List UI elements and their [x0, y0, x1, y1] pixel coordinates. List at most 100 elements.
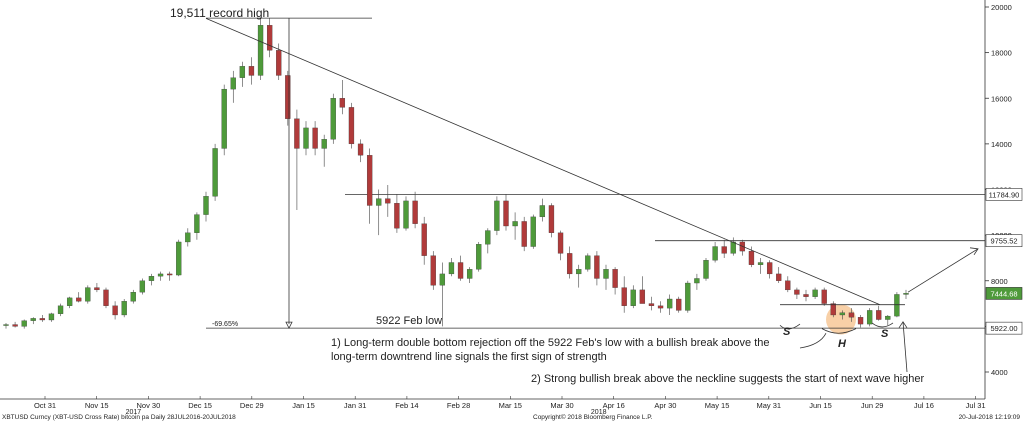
label-head: H: [838, 338, 847, 350]
annotation-note2: 2) Strong bullish break above the neckli…: [531, 373, 925, 385]
candle-body: [439, 273, 446, 286]
x-tick-label: Feb 28: [447, 401, 470, 410]
annotation-note1-line1: 1) Long-term double bottom rejection off…: [331, 337, 770, 349]
x-tick-label: Mar 15: [499, 401, 522, 410]
y-tick-label: 16000: [991, 94, 1012, 103]
candle-body: [148, 276, 155, 281]
candle-body: [657, 305, 664, 309]
footer-copyright: Copyright© 2018 Bloomberg Finance L.P.: [533, 413, 653, 421]
candle-body: [185, 232, 191, 243]
candle-body: [539, 205, 546, 218]
drop-measure-arrowhead: [285, 321, 293, 330]
candle-body: [66, 297, 73, 306]
candle-body: [157, 273, 164, 277]
annotation-drop-percent: -69.65%: [212, 321, 238, 328]
candle-body: [512, 221, 518, 227]
year-label: 2018: [591, 409, 607, 416]
downtrend-line: [205, 18, 881, 306]
x-tick-label: Nov 15: [85, 401, 109, 410]
candle-body: [803, 294, 809, 297]
price-tags: 11784.90 9755.52 7444.68 5922.00: [985, 188, 1023, 335]
candle-body: [603, 269, 609, 279]
price-tag-box: [985, 287, 1023, 300]
candle-body: [630, 289, 636, 306]
annotation-record-high: 19,511 record high: [170, 6, 269, 20]
candle-body: [348, 107, 355, 145]
candle-body: [94, 287, 100, 291]
candle-body: [894, 294, 900, 317]
candle-body: [248, 66, 255, 76]
candle-body: [203, 196, 209, 215]
x-tick-label: Apr 30: [654, 401, 676, 410]
price-tag-box: [985, 234, 1023, 248]
candle-body: [376, 198, 382, 206]
label-left-shoulder: S: [783, 326, 791, 338]
candle-body: [785, 280, 791, 291]
candle-body: [857, 317, 864, 325]
candle-body: [685, 282, 691, 311]
price-tag-label: 11784.90: [989, 190, 1020, 199]
candle-body: [503, 200, 509, 227]
candle-body: [194, 214, 200, 233]
candle-body: [776, 273, 782, 281]
candle-body: [903, 293, 909, 295]
x-axis: Oct 31 Nov 15 Nov 30 Dec 15 Dec 29 Jan 15 Jan …: [0, 396, 986, 416]
candle-body: [576, 269, 582, 275]
y-tick-label: 20000: [991, 3, 1012, 12]
candle-body: [357, 143, 364, 156]
price-tag-box: [985, 321, 1023, 335]
candle-body: [112, 305, 118, 316]
candle-body: [430, 255, 436, 286]
y-tick-label: 4000: [991, 368, 1008, 377]
footer-timestamp: 20-Jul-2018 12:19:09: [959, 414, 1021, 421]
candle-body: [39, 318, 46, 321]
candle-body: [676, 298, 682, 311]
candle-body: [321, 139, 327, 149]
x-tick-label: Dec 29: [240, 401, 264, 410]
candle-body: [394, 203, 400, 229]
candle-body: [257, 25, 264, 76]
candle-body: [366, 155, 373, 206]
annotation-note1-line2: long-term downtrend line signals the fir…: [331, 351, 607, 363]
candle-body: [166, 273, 173, 276]
left-shoulder-arc: [779, 323, 801, 330]
candle-body: [848, 312, 855, 318]
candle-body: [294, 118, 300, 149]
candle-body: [312, 127, 318, 149]
candle-body: [476, 244, 482, 270]
candle-body: [85, 287, 91, 302]
trend-lines: [205, 18, 979, 373]
candle-body: [548, 205, 555, 233]
candle-body: [757, 262, 764, 265]
candle-body: [712, 246, 718, 261]
candle-body: [412, 200, 418, 224]
candle-body: [239, 66, 246, 78]
candle-body: [666, 298, 673, 309]
x-tick-label: Jul 16: [914, 401, 934, 410]
candle-body: [721, 246, 727, 254]
candle-body: [621, 287, 627, 306]
candle-body: [466, 269, 473, 279]
right-shoulder-arc: [871, 322, 894, 328]
candles-group: [3, 18, 909, 329]
projection-arrow-line: [907, 248, 979, 293]
price-tag-label: 5922.00: [990, 324, 1017, 333]
candle-body: [694, 278, 700, 284]
candle-body: [821, 289, 827, 304]
candle-body: [457, 262, 464, 279]
candle-body: [130, 292, 136, 302]
candle-body: [830, 303, 836, 316]
candle-body: [403, 200, 409, 229]
x-tick-label: Jul 31: [966, 401, 986, 410]
candle-body: [485, 230, 491, 245]
candle-body: [766, 262, 773, 275]
projection-arrowhead: [969, 247, 979, 256]
candle-body: [530, 216, 536, 247]
candle-body: [812, 289, 818, 297]
x-tick-label: Feb 14: [395, 401, 418, 410]
candle-body: [330, 98, 336, 140]
candle-body: [385, 198, 391, 204]
candle-body: [585, 255, 591, 270]
candle-body: [639, 289, 646, 304]
candle-body: [303, 127, 309, 149]
